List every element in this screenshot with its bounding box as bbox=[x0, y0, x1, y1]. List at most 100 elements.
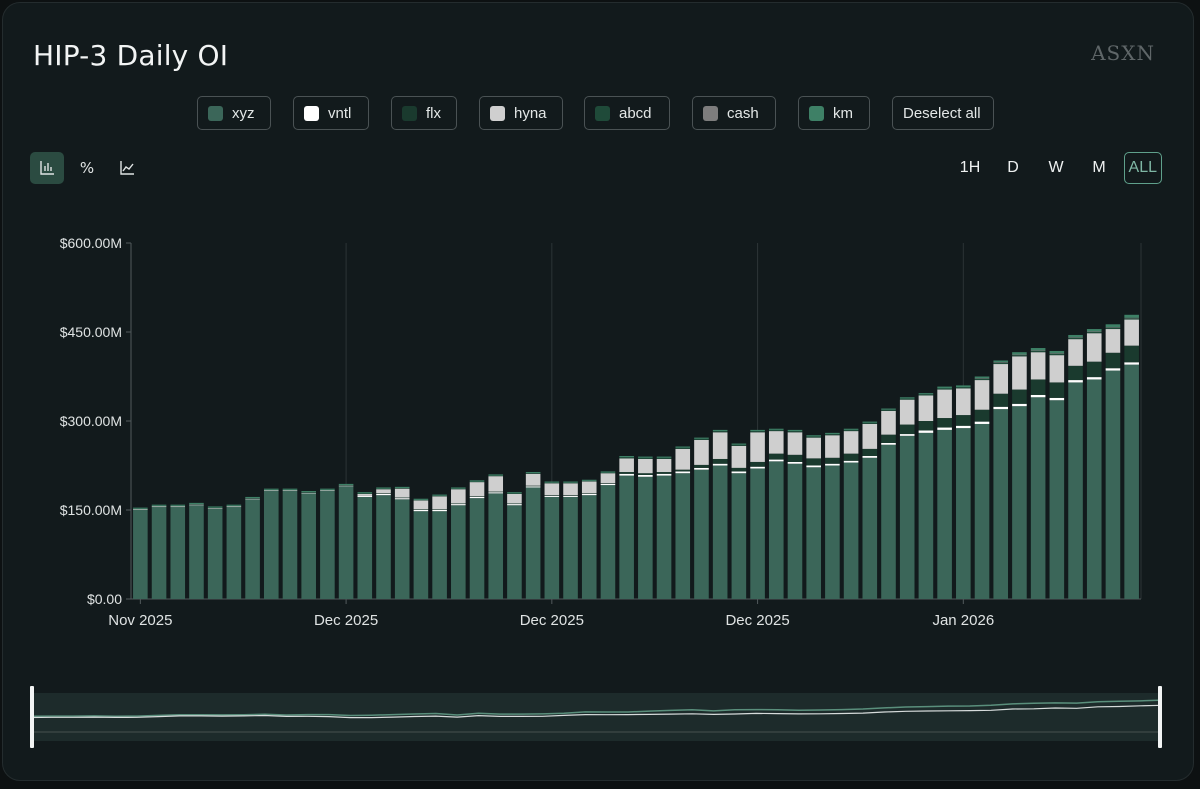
bar-chart-icon[interactable] bbox=[30, 152, 64, 184]
bar-segment-xyz bbox=[619, 475, 634, 599]
legend-toggle-flx[interactable]: flx bbox=[391, 96, 457, 130]
legend-toggle-cash[interactable]: cash bbox=[692, 96, 776, 130]
bar-segment-xyz bbox=[1068, 382, 1083, 599]
bar-segment-hyna bbox=[544, 483, 560, 496]
bar-segment-xyz bbox=[357, 496, 373, 599]
bar-segment-vntl bbox=[1086, 377, 1102, 380]
bar-segment-km bbox=[338, 483, 354, 486]
bar-segment-vntl bbox=[563, 495, 578, 497]
navigator-right-handle[interactable] bbox=[1158, 686, 1162, 748]
bar-segment-abcd bbox=[1030, 350, 1046, 353]
bar-segment-km bbox=[525, 472, 541, 474]
bar-segment-vntl bbox=[151, 506, 167, 508]
bar-segment-km bbox=[974, 376, 990, 379]
bar-segment-xyz bbox=[638, 476, 653, 599]
bar-segment-xyz bbox=[918, 432, 934, 599]
bar-segment-hyna bbox=[1086, 333, 1102, 362]
bar-segment-vntl bbox=[394, 498, 410, 500]
bar-segment-xyz bbox=[170, 507, 186, 599]
bar-segment-abcd bbox=[507, 493, 522, 494]
range-all[interactable]: ALL bbox=[1123, 152, 1162, 184]
bar-segment-xyz bbox=[881, 444, 896, 599]
bar-segment-xyz bbox=[544, 496, 560, 599]
bar-segment-xyz bbox=[787, 463, 803, 599]
bar-segment-flx bbox=[956, 415, 971, 426]
range-1h[interactable]: 1H bbox=[959, 159, 981, 176]
bar-segment-vntl bbox=[712, 463, 728, 466]
bar-segment-flx bbox=[787, 454, 803, 462]
bar-segment-hyna bbox=[638, 458, 653, 474]
bar-segment-flx bbox=[376, 493, 391, 494]
legend-toggle-vntl[interactable]: vntl bbox=[293, 96, 369, 130]
bar-segment-abcd bbox=[806, 436, 821, 438]
range-navigator[interactable] bbox=[30, 686, 1162, 748]
bar-segment-abcd bbox=[937, 388, 952, 390]
range-w[interactable]: W bbox=[1048, 159, 1064, 176]
bar-segment-xyz bbox=[825, 465, 840, 599]
bar-segment-km bbox=[263, 488, 279, 490]
bar-segment-hyna bbox=[937, 389, 952, 419]
bar-segment-flx bbox=[694, 464, 709, 468]
bar-segment-flx bbox=[1124, 345, 1139, 363]
bar-segment-km bbox=[170, 504, 186, 506]
bar-segment-flx bbox=[806, 458, 821, 466]
legend-toggle-xyz[interactable]: xyz bbox=[197, 96, 271, 130]
bar-segment-abcd bbox=[993, 362, 1009, 365]
legend-swatch bbox=[703, 105, 718, 121]
legend-toggle-hyna[interactable]: hyna bbox=[479, 96, 563, 130]
bar-segment-vntl bbox=[507, 504, 522, 506]
bar-segment-abcd bbox=[787, 431, 803, 433]
deselect-all-button[interactable]: Deselect all bbox=[892, 96, 994, 130]
bar-segment-vntl bbox=[451, 504, 466, 506]
bar-segment-xyz bbox=[563, 496, 578, 599]
bar-segment-flx bbox=[1105, 352, 1121, 369]
bar-segment-xyz bbox=[413, 511, 429, 599]
bar-segment-hyna bbox=[825, 435, 840, 458]
bar-segment-xyz bbox=[862, 457, 878, 599]
x-tick-label: Dec 2025 bbox=[725, 612, 789, 629]
legend-toggle-abcd[interactable]: abcd bbox=[584, 96, 670, 130]
bar-segment-abcd bbox=[170, 505, 186, 507]
bar-segment-vntl bbox=[731, 471, 747, 474]
bar-segment-vntl bbox=[843, 460, 859, 463]
bar-segment-km bbox=[750, 429, 765, 432]
bar-segment-km bbox=[787, 429, 803, 432]
bar-segment-flx bbox=[712, 458, 728, 464]
bar-segment-km bbox=[1086, 329, 1102, 332]
bar-segment-abcd bbox=[694, 438, 709, 440]
bar-segment-abcd bbox=[207, 507, 223, 509]
bar-segment-vntl bbox=[170, 506, 186, 508]
y-tick-label: $600.00M bbox=[60, 235, 122, 251]
bar-segment-abcd bbox=[151, 505, 167, 507]
bar-segment-flx bbox=[974, 409, 990, 422]
line-chart-icon[interactable] bbox=[110, 152, 144, 184]
bar-segment-hyna bbox=[507, 493, 522, 504]
bar-segment-hyna bbox=[451, 489, 466, 504]
navigator-preview bbox=[30, 699, 1162, 733]
page-title: HIP-3 Daily OI bbox=[33, 39, 229, 72]
bar-segment-vntl bbox=[301, 492, 316, 494]
bar-segment-km bbox=[282, 488, 298, 490]
bar-segment-vntl bbox=[189, 504, 204, 506]
x-tick-label: Jan 2026 bbox=[932, 612, 994, 629]
bar-segment-hyna bbox=[469, 482, 485, 497]
bar-segment-xyz bbox=[993, 409, 1009, 599]
bar-segment-xyz bbox=[1012, 406, 1027, 599]
navigator-left-handle[interactable] bbox=[30, 686, 34, 748]
bar-segment-xyz bbox=[320, 491, 335, 599]
bar-segment-flx bbox=[563, 495, 578, 496]
bar-segment-vntl bbox=[862, 456, 878, 458]
range-m[interactable]: M bbox=[1092, 159, 1106, 176]
bar-segment-km bbox=[413, 498, 429, 500]
bar-segment-xyz bbox=[338, 486, 354, 599]
legend-swatch bbox=[490, 105, 505, 121]
bar-segment-abcd bbox=[862, 422, 878, 424]
range-d[interactable]: D bbox=[1007, 159, 1019, 176]
legend-swatch bbox=[809, 105, 824, 121]
legend-toggle-km[interactable]: km bbox=[798, 96, 870, 130]
bar-segment-xyz bbox=[432, 511, 447, 599]
percent-icon[interactable]: % bbox=[79, 159, 95, 177]
bar-segment-xyz bbox=[1030, 397, 1046, 599]
bar-segment-flx bbox=[451, 503, 466, 505]
range-toolbar: 1H D W M ALL bbox=[952, 152, 1162, 184]
